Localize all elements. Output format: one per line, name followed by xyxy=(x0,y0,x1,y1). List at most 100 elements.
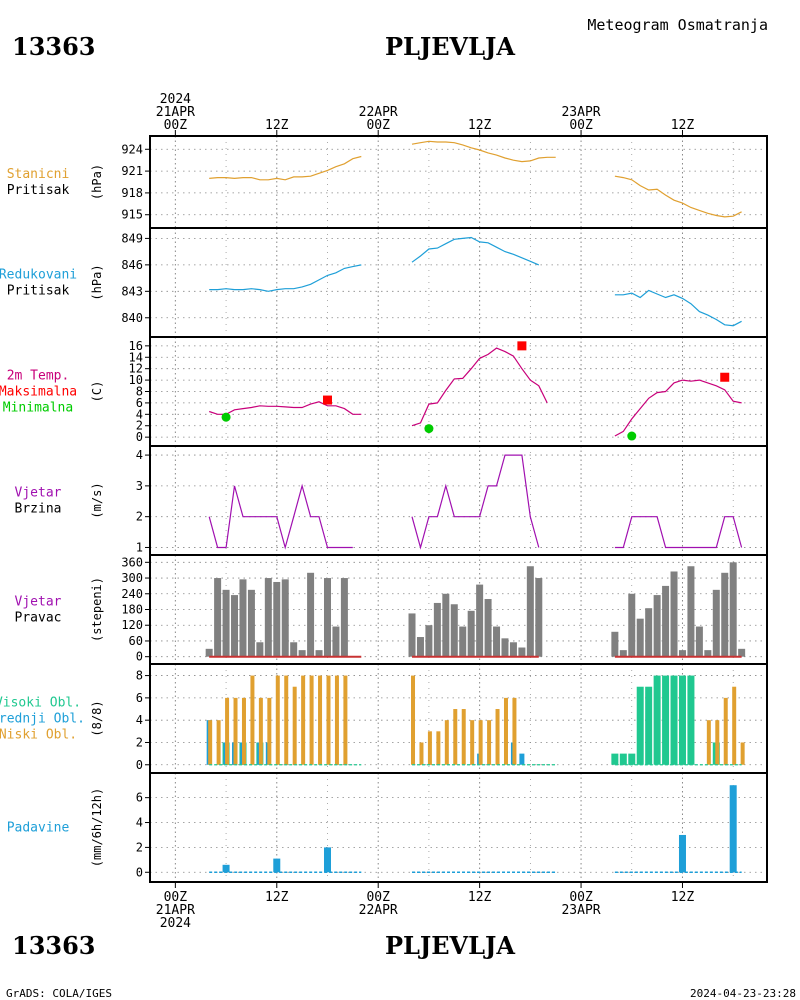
wind-dir-bar xyxy=(264,578,272,657)
y-tick-label: 12 xyxy=(129,362,143,376)
footer-left: GrADS: COLA/IGES xyxy=(6,987,112,1000)
panel-frame xyxy=(149,445,768,556)
x-tick-label-bottom: 22APR xyxy=(359,903,398,918)
y-tick-label: 840 xyxy=(121,311,143,325)
panel-precipitation: 6 4 2 0 (mm/6h/12h) Padavine xyxy=(7,772,768,883)
y-tick-label: 360 xyxy=(121,555,143,569)
y-tick-label: 240 xyxy=(121,587,143,601)
panel-label: Maksimalna xyxy=(0,385,77,400)
wind-dir-bar xyxy=(738,648,746,657)
wind-dir-bar xyxy=(653,595,661,657)
x-tick-label-top: 22APR xyxy=(359,105,398,120)
y-tick-label: 300 xyxy=(121,571,143,585)
cloud-bar xyxy=(301,675,306,765)
wind-dir-bar xyxy=(332,626,340,657)
panel-label: Srednji Obl. xyxy=(0,712,85,727)
panel-label: Pravac xyxy=(15,611,62,626)
y-tick-label: 0 xyxy=(136,650,143,664)
wind-dir-bar xyxy=(323,578,331,657)
y-tick-label: 4 xyxy=(136,816,143,830)
series-line xyxy=(614,289,742,327)
x-tick-label-bottom: 12Z xyxy=(265,890,289,905)
cloud-bar xyxy=(284,675,289,765)
panel-label: Pritisak xyxy=(7,183,70,198)
y-tick-label: 4 xyxy=(136,713,143,727)
panel-label: Padavine xyxy=(7,821,70,836)
wind-dir-bar xyxy=(636,618,644,657)
precip-bar xyxy=(222,864,230,873)
cloud-bar xyxy=(250,675,255,765)
y-tick-label: 3 xyxy=(136,479,143,493)
panel-label: Niski Obl. xyxy=(0,728,77,743)
y-tick-label: 10 xyxy=(129,373,143,387)
cloud-bar xyxy=(436,731,441,765)
cloud-bar xyxy=(495,709,500,765)
wind-dir-bar xyxy=(214,578,222,657)
cloud-bar xyxy=(216,720,221,765)
x-tick-label-bottom: 12Z xyxy=(468,890,492,905)
min-temp-marker xyxy=(221,412,231,422)
panel-label: Pritisak xyxy=(7,284,70,299)
max-temp-marker xyxy=(517,341,527,351)
cloud-bar xyxy=(678,675,686,765)
wind-dir-bar xyxy=(509,642,517,657)
product-title: Meteogram Osmatranja xyxy=(587,16,768,34)
cloud-bar xyxy=(619,753,627,765)
wind-dir-bar xyxy=(298,650,306,657)
y-tick-label: 14 xyxy=(129,350,143,364)
max-temp-marker xyxy=(322,395,332,405)
y-axis-title: (hPa) xyxy=(90,164,104,200)
wind-dir-bar xyxy=(290,642,298,657)
x-tick-label-bottom: 00Z xyxy=(366,890,390,905)
cloud-bar xyxy=(732,686,737,765)
x-tick-label-top: 00Z xyxy=(569,118,593,133)
cloud-bar xyxy=(478,720,483,765)
x-tick-label-top: 21APR xyxy=(156,105,195,120)
wind-dir-bar xyxy=(408,613,416,657)
wind-dir-bar xyxy=(231,595,239,657)
wind-dir-bar xyxy=(678,650,686,657)
y-tick-label: 0 xyxy=(136,430,143,444)
wind-dir-bar xyxy=(729,562,737,657)
wind-dir-bar xyxy=(484,599,492,657)
cloud-bar xyxy=(453,709,458,765)
wind-dir-bar xyxy=(450,604,458,657)
x-tick-label-top: 2024 xyxy=(160,92,191,107)
wind-dir-bar xyxy=(645,608,653,657)
wind-dir-bar xyxy=(247,589,255,657)
cloud-bar xyxy=(687,675,695,765)
y-axis-title: (C) xyxy=(90,381,104,403)
cloud-bar xyxy=(292,686,297,765)
cloud-bar xyxy=(636,686,644,765)
series-line xyxy=(614,379,742,437)
series-line xyxy=(209,264,362,292)
y-axis-title: (m/s) xyxy=(90,482,104,518)
cloud-bar xyxy=(233,697,238,765)
wind-dir-bar xyxy=(256,642,264,657)
station-name-top: PLJEVLJA xyxy=(385,32,515,61)
panel-frame xyxy=(149,135,768,229)
panel-clouds: 8 6 4 2 0 (8/8) Visoki Obl.Srednji Obl.Niski O… xyxy=(0,663,768,774)
footer-right: 2024-04-23-23:28 xyxy=(690,987,796,1000)
series-line xyxy=(411,347,548,427)
cloud-bar xyxy=(628,753,636,765)
y-axis-title: (mm/6h/12h) xyxy=(90,788,104,867)
precip-bar xyxy=(323,847,331,873)
wind-dir-bar xyxy=(721,572,729,657)
wind-dir-bar xyxy=(222,589,230,657)
y-tick-label: 843 xyxy=(121,284,143,298)
wind-dir-bar xyxy=(493,626,501,657)
panel-frame xyxy=(149,227,768,338)
cloud-bar xyxy=(470,720,475,765)
precip-bar xyxy=(678,834,686,873)
wind-dir-bar xyxy=(307,572,315,657)
x-tick-label-bottom: 2024 xyxy=(160,916,191,931)
x-tick-label-bottom: 23APR xyxy=(561,903,600,918)
wind-dir-bar xyxy=(239,579,247,657)
cloud-bar xyxy=(326,675,331,765)
cloud-bar xyxy=(662,675,670,765)
y-tick-label: 1 xyxy=(136,540,143,554)
